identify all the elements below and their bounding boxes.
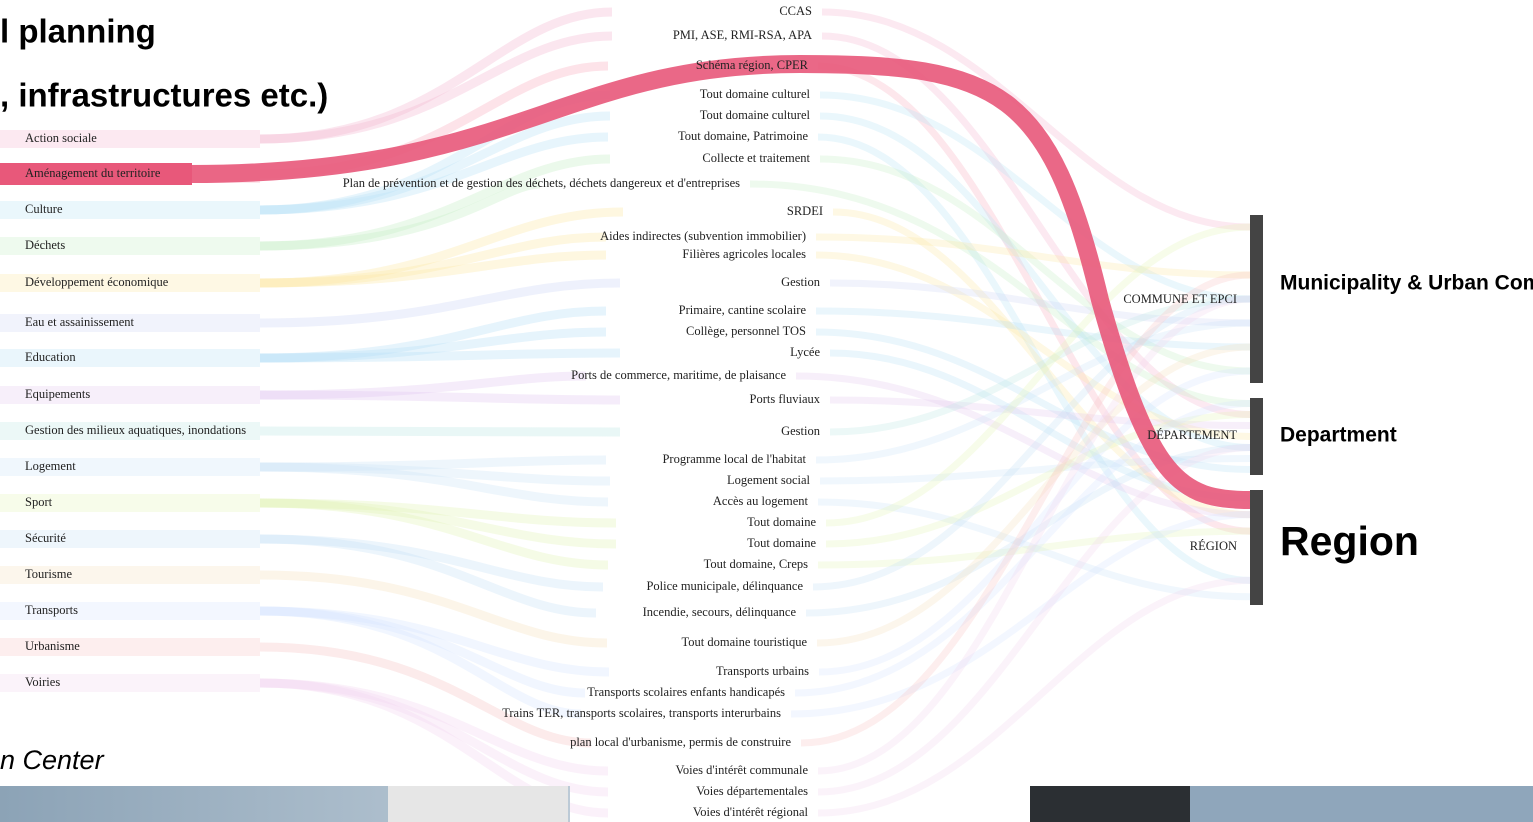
level-name: Municipality & Urban Community [1280, 272, 1533, 295]
category-label: Logement [25, 459, 76, 473]
competence-label: Tout domaine culturel [700, 87, 811, 101]
competence-label: Collecte et traitement [702, 151, 810, 165]
competence-label: Transports scolaires enfants handicapés [587, 685, 785, 699]
flow [260, 395, 620, 400]
competence-label: Voies départementales [696, 784, 808, 798]
competence-label: Transports urbains [716, 664, 809, 678]
category-label: Déchets [25, 238, 65, 252]
competence-label: Tout domaine [747, 536, 816, 550]
category-label: Sécurité [25, 531, 66, 545]
level-bar [1250, 398, 1263, 475]
competence-label: Collège, personnel TOS [686, 324, 806, 338]
competence-label: Logement social [727, 473, 810, 487]
level-bar [1250, 490, 1263, 605]
level-name: Region [1280, 518, 1419, 564]
category-label: Voiries [25, 675, 60, 689]
competence-label: Voies d'intérêt communale [675, 763, 808, 777]
category-label: Transports [25, 603, 78, 617]
competence-label: Tout domaine culturel [700, 108, 811, 122]
competence-label: Voies d'intérêt régional [693, 805, 809, 819]
level-label: COMMUNE ET EPCI [1123, 292, 1237, 306]
competence-label: Filières agricoles locales [682, 247, 806, 261]
competence-label: CCAS [779, 4, 812, 18]
title-line: l planning [0, 13, 156, 50]
page: { "header": { "title_lines": ["l plannin… [0, 0, 1533, 822]
level-name: Department [1280, 424, 1397, 447]
competence-label: Accès au logement [713, 494, 809, 508]
level-label: DÉPARTEMENT [1147, 428, 1237, 442]
competence-label: Ports de commerce, maritime, de plaisanc… [571, 368, 786, 382]
category-label: Urbanisme [25, 639, 80, 653]
competence-label: Gestion [781, 275, 821, 289]
photo-building [388, 786, 568, 822]
competence-label: Tout domaine [747, 515, 816, 529]
competence-label: Lycée [790, 345, 820, 359]
competence-label: Tout domaine, Patrimoine [678, 129, 808, 143]
competence-label: Aides indirectes (subvention immobilier) [600, 229, 806, 243]
competence-label: Ports fluviaux [750, 392, 821, 406]
flow [260, 431, 620, 432]
level-label: RÉGION [1190, 539, 1237, 553]
competence-label: Incendie, secours, délinquance [643, 605, 797, 619]
competence-label: plan local d'urbanisme, permis de constr… [570, 735, 791, 749]
category-label: Aménagement du territoire [25, 166, 161, 180]
title-line: , infrastructures etc.) [0, 77, 328, 114]
competence-label: Gestion [781, 424, 821, 438]
category-label: Gestion des milieux aquatiques, inondati… [25, 423, 246, 437]
photo-structure [1030, 786, 1190, 822]
level-bar [1250, 215, 1263, 383]
competence-label: Trains TER, transports scolaires, transp… [502, 706, 781, 720]
competence-label: Police municipale, délinquance [646, 579, 803, 593]
competence-label: Plan de prévention et de gestion des déc… [343, 176, 740, 190]
competence-label: PMI, ASE, RMI-RSA, APA [673, 28, 812, 42]
competence-label: Tout domaine touristique [682, 635, 808, 649]
category-label: Eau et assainissement [25, 315, 135, 329]
category-label: Action sociale [25, 131, 97, 145]
flow [260, 353, 620, 358]
category-label: Tourisme [25, 567, 72, 581]
slide: l planning , infrastructures etc.) n Cen… [0, 0, 1533, 822]
category-label: Education [25, 350, 76, 364]
category-label: Culture [25, 202, 63, 216]
competence-label: Schéma région, CPER [696, 58, 809, 72]
category-label: Développement économique [25, 275, 169, 289]
subtitle: n Center [0, 745, 105, 775]
category-label: Sport [25, 495, 53, 509]
competence-label: Programme local de l'habitat [662, 452, 806, 466]
competence-label: Tout domaine, Creps [704, 557, 808, 571]
category-label: Equipements [25, 387, 90, 401]
competence-label: Primaire, cantine scolaire [679, 303, 807, 317]
competence-label: SRDEI [787, 204, 823, 218]
